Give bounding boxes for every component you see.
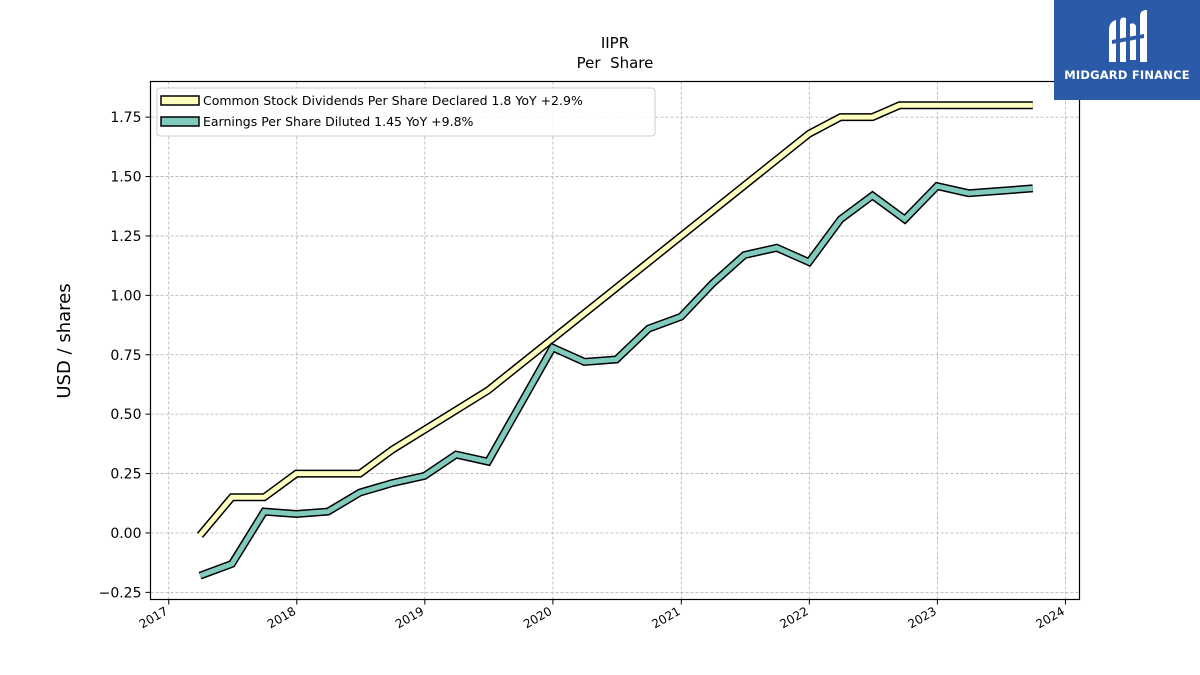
series-outline (196, 101, 1033, 538)
chart-subtitle: Per Share (577, 54, 654, 72)
logo-text: MIDGARD FINANCE (1064, 68, 1190, 82)
y-tick-label: −0.25 (99, 585, 142, 601)
plot-series (196, 101, 1034, 580)
y-tick-label: 0.00 (110, 526, 141, 542)
brand-logo: MIDGARD FINANCE (1054, 0, 1200, 100)
y-axis-label: USD / shares (54, 283, 75, 398)
x-tick-label: 2018 (265, 604, 298, 631)
y-tick-label: 0.75 (110, 348, 141, 364)
x-tick-label: 2023 (905, 604, 938, 631)
y-tick-label: 1.50 (110, 170, 141, 186)
x-tick-label: 2024 (1034, 604, 1067, 631)
legend-box (156, 87, 656, 137)
grid (150, 81, 1080, 600)
x-tick-label: 2020 (521, 604, 554, 631)
x-tick-label: 2022 (777, 604, 810, 631)
series-line (198, 102, 1033, 537)
legend-label: Earnings Per Share Diluted 1.45 YoY +9.8… (203, 114, 474, 129)
x-tick-label: 2017 (137, 604, 170, 631)
y-axis: −0.25 0.00 0.25 0.50 0.75 1.00 1.25 1.50 1.75 (99, 110, 151, 601)
series-line (199, 183, 1033, 579)
chart-title: IIPR (601, 34, 629, 52)
legend-swatch (160, 116, 200, 127)
legend: Common Stock Dividends Per Share Declare… (156, 87, 656, 137)
plot-frame (149, 80, 1081, 601)
y-tick-label: 0.25 (110, 467, 141, 483)
y-tick-label: 1.00 (110, 288, 141, 304)
x-axis: 2017 2018 2019 2020 2021 2022 2023 2024 (137, 599, 1067, 631)
x-tick-label: 2019 (393, 604, 426, 631)
legend-label: Common Stock Dividends Per Share Declare… (203, 93, 583, 108)
x-tick-label: 2021 (649, 604, 682, 631)
y-tick-label: 0.50 (110, 407, 141, 423)
legend-swatch (160, 95, 200, 106)
y-tick-label: 1.75 (110, 110, 141, 126)
y-tick-label: 1.25 (110, 229, 141, 245)
logo-mark-icon (1109, 10, 1147, 62)
series-outline (198, 181, 1034, 580)
